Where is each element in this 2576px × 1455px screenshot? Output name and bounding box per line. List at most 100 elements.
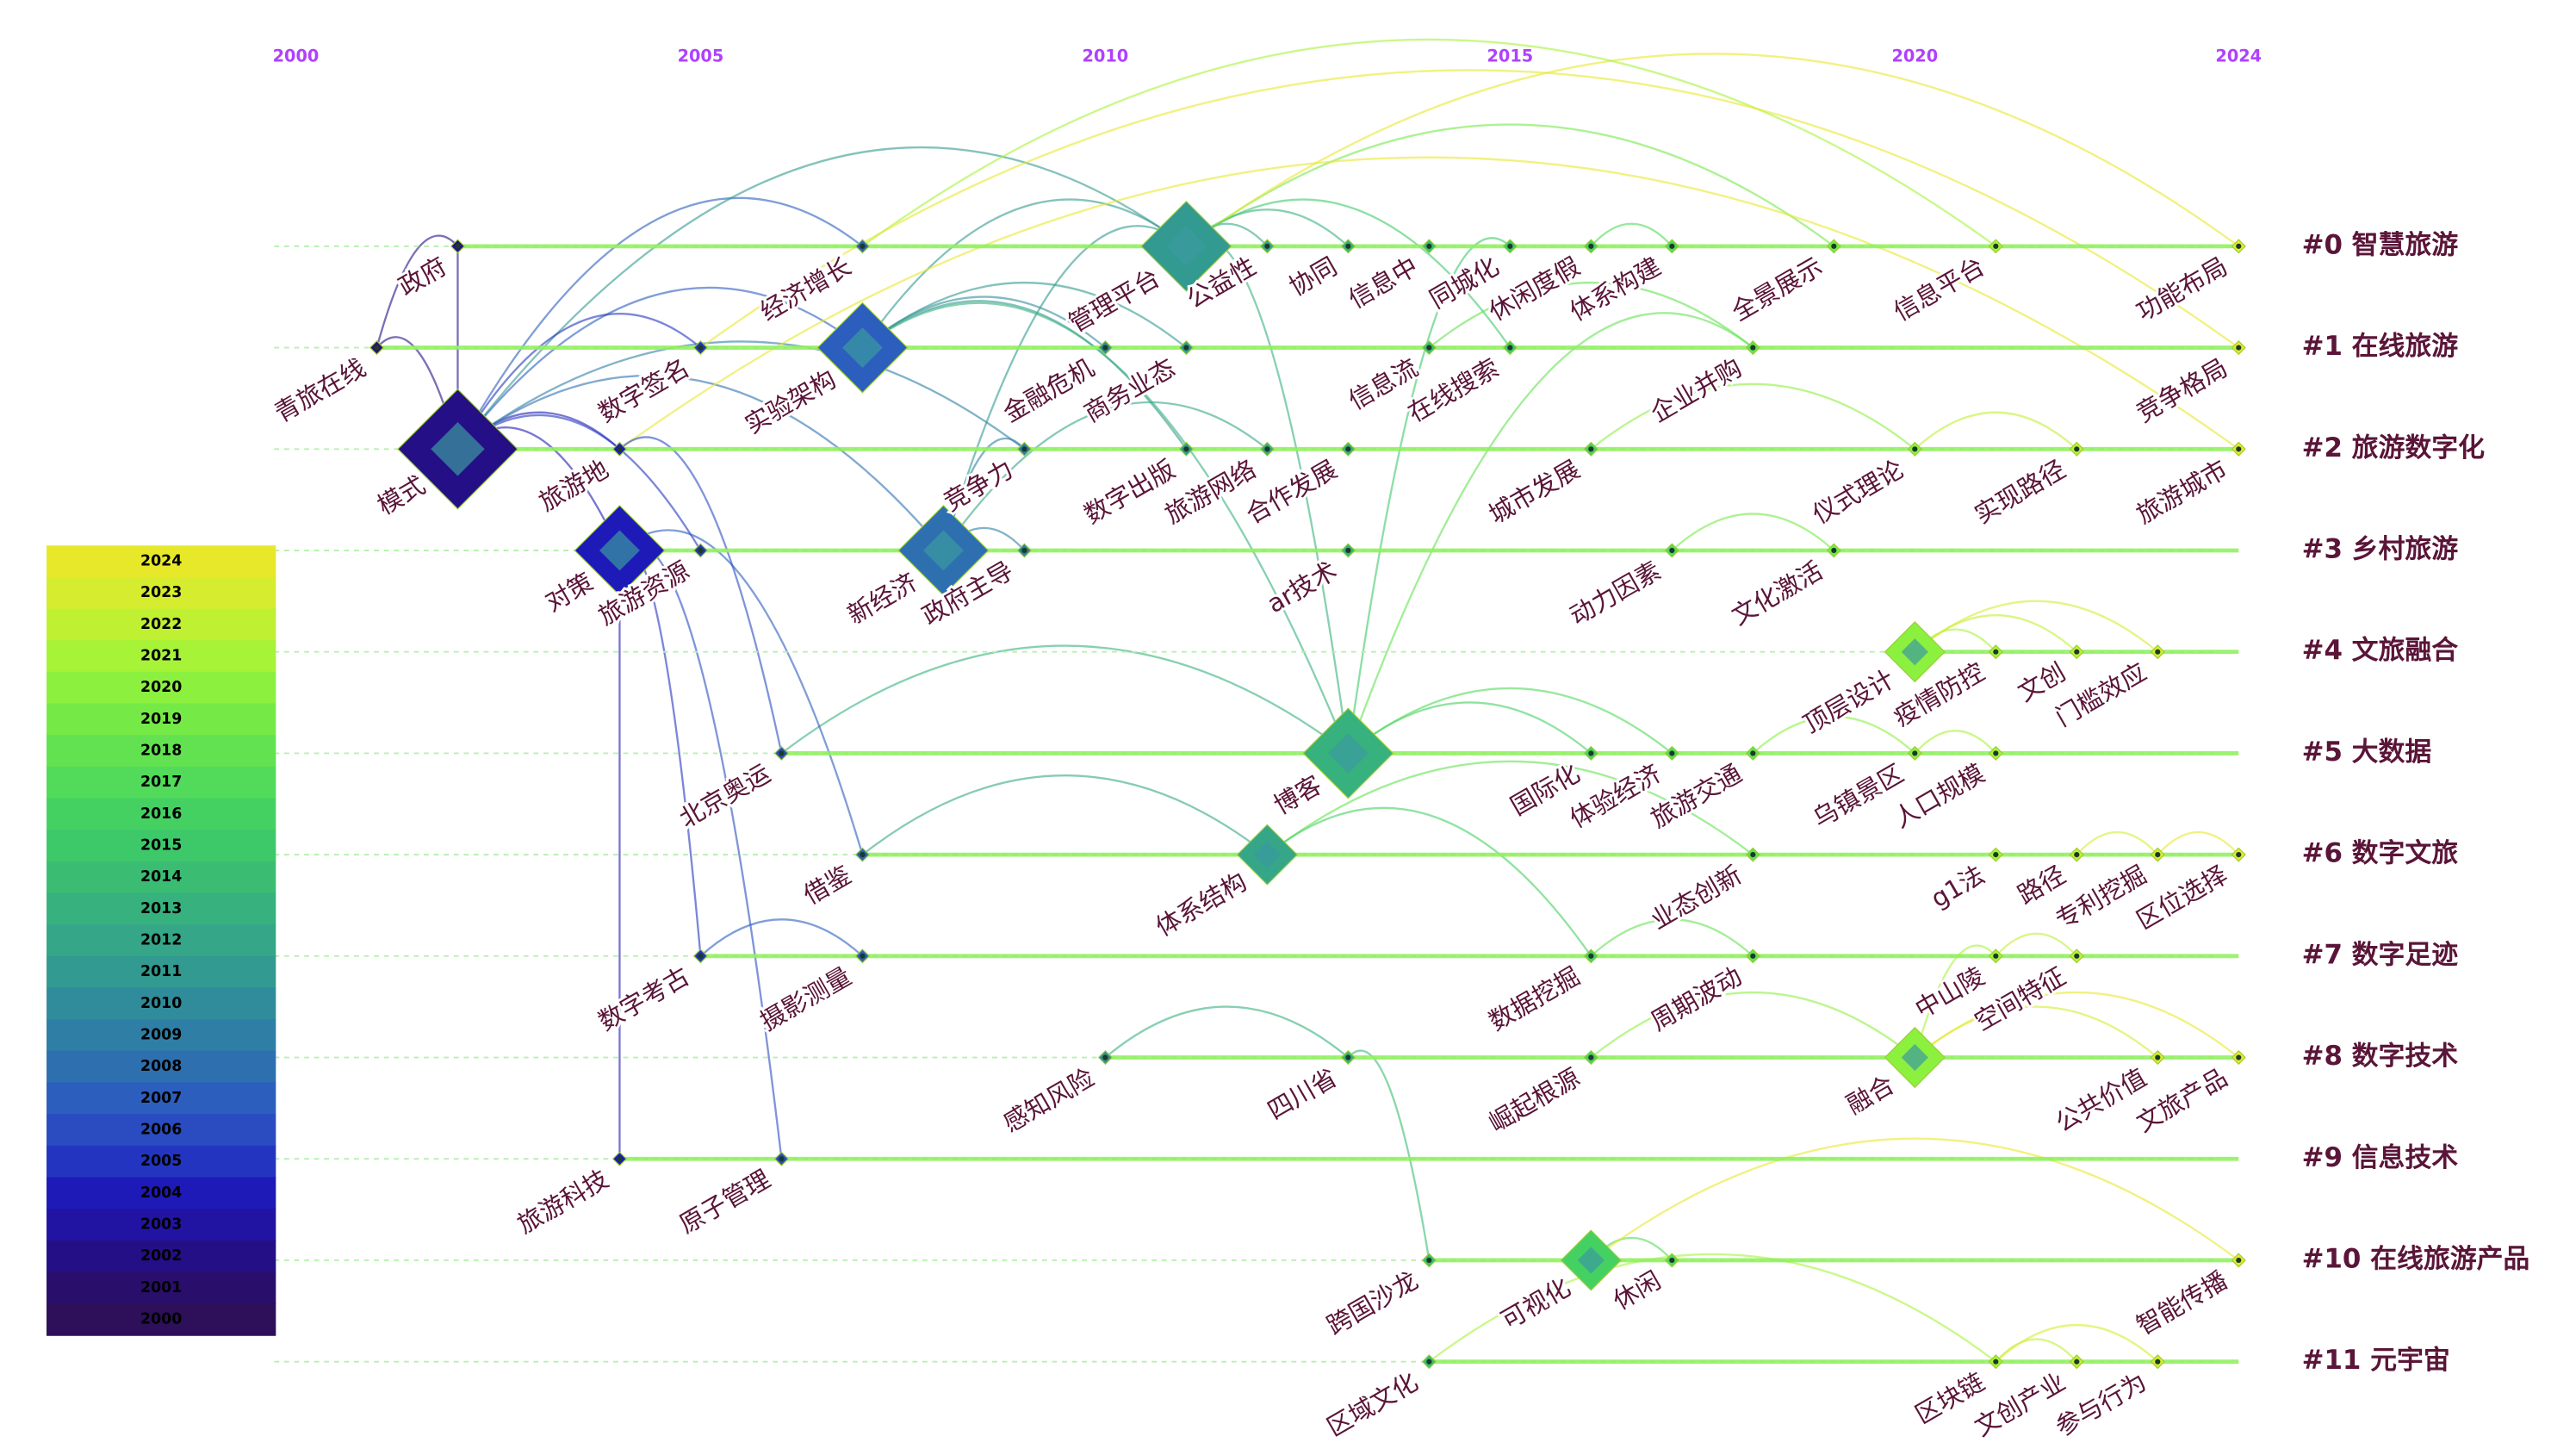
cluster-label: #11 元宇宙	[2302, 1345, 2450, 1376]
colorbar-label: 2000	[140, 1310, 182, 1328]
link	[1671, 513, 1835, 551]
keyword-dot	[2155, 649, 2161, 655]
link	[1185, 123, 1835, 247]
keyword-node-core	[1577, 1247, 1605, 1274]
colorbar-cell	[47, 1209, 276, 1241]
link	[456, 340, 1026, 451]
colorbar-label: 2020	[140, 679, 182, 696]
colorbar-cell	[47, 1114, 276, 1147]
keyword-dot	[1102, 1054, 1108, 1060]
nodes	[369, 200, 2246, 1370]
link	[1266, 806, 1592, 957]
link	[1428, 1253, 1997, 1363]
keyword-dot	[1264, 243, 1270, 249]
colorbar-label: 2013	[140, 900, 182, 917]
cluster-label: #2 旅游数字化	[2302, 432, 2486, 463]
link	[780, 644, 1350, 755]
keyword-dot	[1750, 852, 1756, 858]
link	[456, 313, 702, 450]
keyword-dot	[1831, 243, 1837, 249]
link	[861, 774, 1269, 856]
keyword-dot	[2236, 446, 2242, 452]
link	[861, 302, 1350, 754]
link	[456, 375, 945, 551]
keyword-dot	[1993, 1359, 1999, 1365]
keyword-dot	[2155, 852, 2161, 858]
colorbar-cell	[47, 640, 276, 673]
colorbar-cell	[47, 1019, 276, 1052]
keyword-dot	[2236, 852, 2242, 858]
cluster-label: #6 数字文旅	[2302, 838, 2459, 869]
keyword-dot	[2155, 1359, 2161, 1365]
colorbar-cell	[47, 1272, 276, 1305]
keyword-dot	[1426, 1359, 1432, 1365]
keyword-dot	[2074, 852, 2080, 858]
keyword-dot	[1912, 446, 1918, 452]
colorbar-label: 2014	[140, 868, 182, 886]
colorbar-cell	[47, 1145, 276, 1178]
link	[1914, 991, 2239, 1059]
keyword-dot	[1507, 345, 1513, 351]
keyword-dot	[1345, 547, 1351, 554]
colorbar-cell	[47, 608, 276, 642]
link	[861, 300, 1188, 450]
x-tick-label: 2020	[1891, 47, 1938, 66]
link	[699, 918, 864, 957]
keyword-dot	[698, 345, 704, 351]
colorbar-label: 2010	[140, 995, 182, 1012]
keyword-dot	[1669, 243, 1675, 249]
colorbar-label: 2012	[140, 931, 182, 948]
keyword-dot	[860, 953, 866, 959]
keyword-dot	[1993, 750, 1999, 756]
link	[1995, 1323, 2159, 1363]
colorbar-cell	[47, 1082, 276, 1116]
link	[456, 286, 864, 450]
keyword-dot	[698, 547, 704, 554]
colorbar-cell	[47, 798, 276, 831]
keyword-node-core	[431, 422, 485, 476]
keyword-dot	[860, 852, 866, 858]
keyword-dot	[1183, 345, 1189, 351]
link	[1590, 918, 1754, 957]
link	[1428, 281, 1754, 349]
link	[1590, 1137, 2239, 1261]
keyword-dot	[1021, 446, 1027, 452]
colorbar-cell	[47, 924, 276, 957]
keyword-dot	[617, 1156, 623, 1162]
link	[942, 401, 1269, 551]
keyword-dot	[698, 953, 704, 959]
link	[1347, 687, 1673, 755]
keyword-dot	[1021, 547, 1027, 554]
colorbar-cell	[47, 1303, 276, 1336]
keyword-dot	[860, 243, 866, 249]
x-tick-label: 2000	[273, 47, 320, 66]
keyword-dot	[617, 446, 623, 452]
link	[942, 225, 1188, 551]
colorbar-cell	[47, 1050, 276, 1084]
cluster-label: #4 文旅融合	[2302, 635, 2459, 666]
keyword-dot	[455, 243, 461, 249]
cluster-label: #3 乡村旅游	[2302, 533, 2459, 564]
colorbar-label: 2004	[140, 1185, 182, 1202]
keyword-dot	[1588, 243, 1594, 249]
keyword-node-core	[1901, 638, 1928, 666]
keyword-dot	[1588, 750, 1594, 756]
keyword-dot	[2074, 446, 2080, 452]
colorbar-label: 2002	[140, 1247, 182, 1265]
link	[861, 281, 1188, 349]
keyword-dot	[1588, 446, 1594, 452]
keyword-dot	[2236, 1054, 2242, 1060]
link	[861, 198, 1188, 349]
colorbar-label: 2006	[140, 1121, 182, 1138]
colorbar-cell	[47, 955, 276, 989]
keyword-dot	[1345, 1054, 1351, 1060]
colorbar-label: 2005	[140, 1153, 182, 1170]
keyword-dot	[1264, 446, 1270, 452]
colorbar-cell	[47, 703, 276, 737]
link	[1104, 1005, 1350, 1059]
x-tick-label: 2024	[2215, 47, 2262, 66]
keyword-node-core	[1901, 1043, 1928, 1072]
cluster-label: #0 智慧旅游	[2302, 229, 2459, 260]
